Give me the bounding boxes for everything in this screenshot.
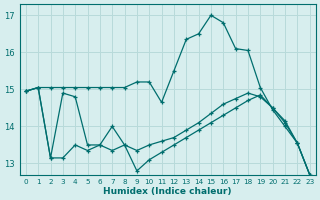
- X-axis label: Humidex (Indice chaleur): Humidex (Indice chaleur): [103, 187, 232, 196]
